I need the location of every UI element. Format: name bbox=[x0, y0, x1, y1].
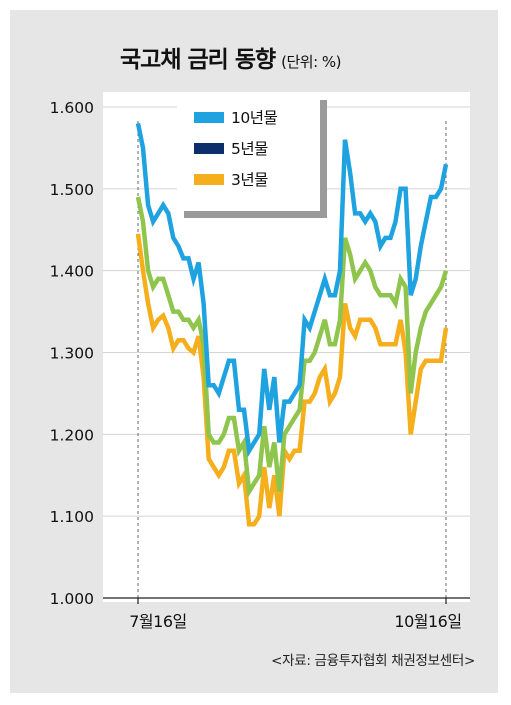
series-line-10y bbox=[135, 122, 449, 458]
x-tick-label: 7월16일 bbox=[129, 612, 186, 631]
legend-swatch bbox=[194, 112, 224, 123]
series-line-3y bbox=[135, 233, 449, 527]
series-group bbox=[135, 122, 449, 527]
legend-swatch bbox=[194, 174, 224, 185]
x-tick-label: 10월16일 bbox=[394, 612, 461, 631]
y-tick-label: 1.500 bbox=[50, 181, 94, 199]
source-note: <자료: 금융투자협회 채권정보센터> bbox=[271, 653, 475, 669]
y-tick-label: 1.400 bbox=[50, 263, 94, 281]
axis-group: 1.000 1.100 1.200 1.300 1.400 1.500 1.600 7월16일… bbox=[50, 99, 470, 631]
legend-label: 3년물 bbox=[231, 171, 268, 189]
legend-label: 10년물 bbox=[231, 109, 277, 127]
unit-label: (단위: %) bbox=[281, 53, 342, 71]
y-tick-label: 1.200 bbox=[50, 426, 94, 444]
y-tick-label: 1.600 bbox=[50, 99, 94, 117]
chart-title: 국고채 금리 동향 bbox=[120, 47, 276, 73]
legend: 10년물 5년물 3년물 bbox=[177, 100, 327, 218]
series-line-unlabeled bbox=[135, 196, 449, 499]
y-tick-label: 1.000 bbox=[50, 590, 94, 608]
y-tick-label: 1.100 bbox=[50, 508, 94, 526]
legend-label: 5년물 bbox=[231, 140, 268, 158]
y-tick-label: 1.300 bbox=[50, 345, 94, 363]
chart-title-row: 국고채 금리 동향 (단위: %) bbox=[120, 40, 342, 74]
legend-swatch bbox=[194, 143, 224, 154]
